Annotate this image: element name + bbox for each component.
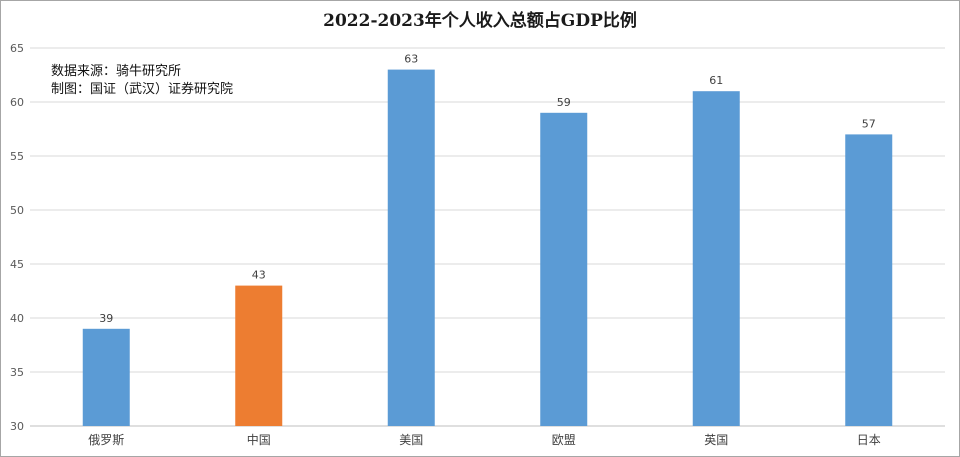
- credit-line: 制图：国证（武汉）证券研究院: [51, 82, 234, 97]
- data-label: 57: [862, 117, 876, 130]
- y-tick-label: 55: [10, 150, 24, 163]
- data-label: 63: [404, 53, 418, 66]
- bar: [692, 91, 740, 426]
- category-label: 欧盟: [552, 433, 576, 447]
- source-line: 数据来源：骑牛研究所: [51, 64, 182, 79]
- y-tick-label: 50: [10, 204, 24, 217]
- bar: [387, 69, 435, 426]
- y-tick-label: 65: [10, 42, 24, 55]
- y-tick-label: 45: [10, 258, 24, 271]
- source-note: 数据来源：骑牛研究所 制图：国证（武汉）证券研究院: [51, 63, 233, 99]
- data-label: 59: [557, 96, 571, 109]
- chart-title: 2022-2023年个人收入总额占GDP比例: [323, 11, 637, 31]
- y-tick-label: 30: [10, 420, 24, 433]
- y-tick-label: 40: [10, 312, 24, 325]
- y-tick-label: 35: [10, 366, 24, 379]
- bar: [845, 134, 893, 426]
- category-label: 俄罗斯: [88, 433, 124, 447]
- y-tick-label: 60: [10, 96, 24, 109]
- category-label: 中国: [247, 432, 271, 447]
- bar: [235, 285, 283, 426]
- data-label: 61: [709, 74, 723, 87]
- bar: [82, 328, 130, 426]
- data-label: 39: [99, 312, 113, 325]
- data-label: 43: [252, 269, 266, 282]
- category-label: 英国: [704, 433, 728, 447]
- category-label: 美国: [399, 433, 423, 447]
- bar: [540, 112, 588, 427]
- category-label: 日本: [857, 433, 881, 447]
